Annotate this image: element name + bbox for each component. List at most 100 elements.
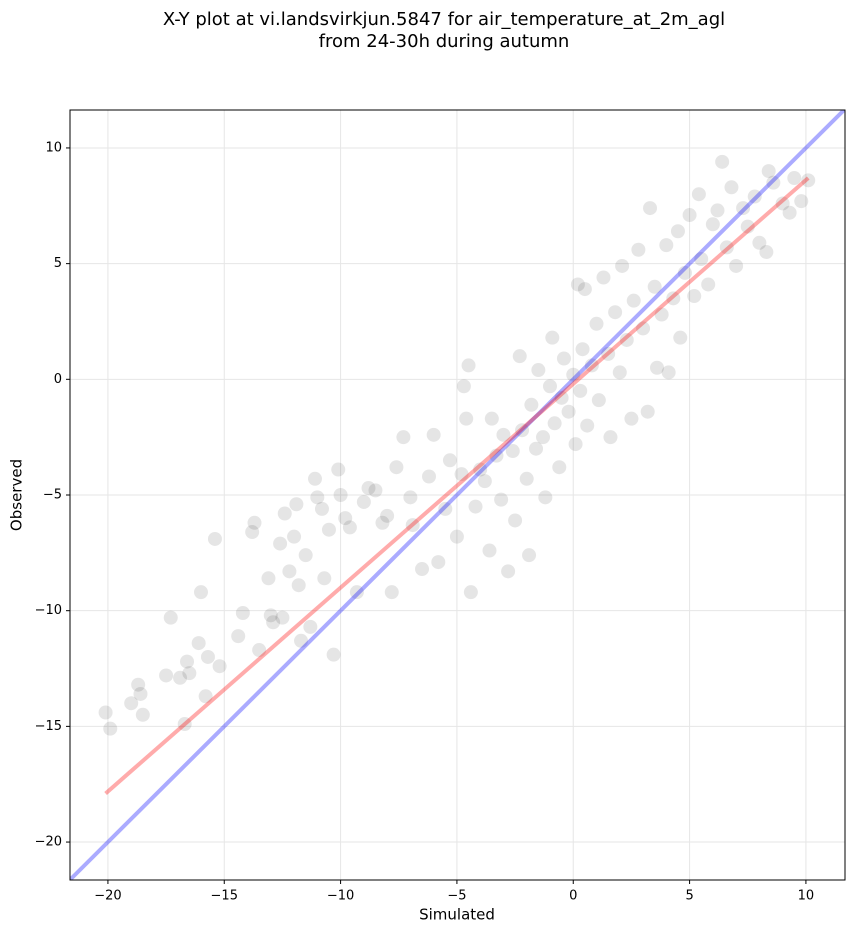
- scatter-point: [331, 462, 346, 477]
- scatter-point: [356, 494, 371, 509]
- scatter-point: [261, 571, 276, 586]
- scatter-point: [389, 460, 404, 475]
- scatter-point: [454, 467, 469, 482]
- scatter-point: [766, 175, 781, 190]
- scatter-point: [659, 238, 674, 253]
- scatter-point: [426, 427, 441, 442]
- scatter-point: [321, 522, 336, 537]
- scatter-point: [231, 629, 246, 644]
- scatter-point: [512, 349, 527, 364]
- scatter-point: [596, 270, 611, 285]
- scatter-point: [626, 293, 641, 308]
- scatter-point: [333, 488, 348, 502]
- scatter-point: [349, 585, 364, 600]
- x-tick-label: −15: [211, 889, 238, 904]
- scatter-point: [405, 518, 420, 533]
- scatter-point: [294, 633, 309, 648]
- chart-subtitle: from 24-30h during autumn: [319, 31, 570, 52]
- scatter-point: [524, 397, 539, 412]
- scatter-point: [182, 666, 197, 681]
- scatter-point: [682, 208, 697, 223]
- scatter-point: [584, 358, 599, 373]
- scatter-point: [396, 430, 411, 445]
- scatter-point: [575, 342, 590, 357]
- scatter-point: [715, 154, 730, 169]
- x-tick-label: 5: [685, 889, 693, 904]
- scatter-point: [484, 411, 499, 426]
- scatter-point: [701, 277, 716, 292]
- scatter-point: [580, 418, 595, 433]
- scatter-point: [603, 430, 618, 445]
- scatter-point: [752, 235, 767, 250]
- scatter-point: [505, 444, 520, 459]
- scatter-point: [266, 615, 281, 630]
- x-axis-label: Simulated: [419, 906, 495, 924]
- scatter-point: [589, 316, 604, 331]
- scatter-point: [442, 453, 457, 468]
- scatter-point: [289, 497, 304, 512]
- scatter-point: [568, 437, 583, 452]
- scatter-point: [724, 180, 739, 195]
- scatter-point: [536, 430, 551, 445]
- scatter-point: [449, 529, 464, 544]
- scatter-point: [794, 194, 809, 209]
- scatter-point: [719, 240, 734, 255]
- plot-area: [70, 110, 845, 880]
- scatter-point: [650, 360, 665, 375]
- scatter-point: [247, 515, 262, 530]
- scatter-point: [291, 578, 306, 593]
- scatter-point: [361, 481, 376, 496]
- scatter-point: [273, 536, 288, 551]
- scatter-point: [303, 619, 318, 634]
- scatter-point: [298, 548, 313, 563]
- scatter-point: [133, 686, 148, 701]
- scatter-point: [608, 305, 623, 320]
- scatter-point: [694, 252, 709, 267]
- scatter-point: [380, 508, 395, 523]
- scatter-point: [287, 529, 302, 544]
- scatter-point: [198, 689, 213, 704]
- scatter-point: [375, 515, 390, 530]
- scatter-point: [591, 393, 606, 408]
- scatter-point: [508, 513, 523, 528]
- scatter-point: [191, 636, 206, 651]
- scatter-point: [403, 490, 418, 505]
- y-tick-label: −15: [35, 719, 62, 734]
- scatter-point: [640, 404, 655, 419]
- scatter-point: [547, 416, 562, 431]
- scatter-point: [643, 201, 658, 216]
- scatter-point: [235, 605, 250, 620]
- scatter-point: [522, 548, 537, 563]
- y-axis-label: Observed: [8, 459, 26, 531]
- x-tick-label: −10: [327, 889, 354, 904]
- fit-line: [70, 110, 845, 880]
- scatter-point: [570, 277, 585, 292]
- scatter-point: [736, 201, 751, 216]
- y-tick-label: −10: [35, 603, 62, 618]
- scatter-point: [463, 585, 478, 600]
- scatter-point: [615, 258, 630, 273]
- scatter-point: [515, 423, 530, 438]
- scatter-point: [252, 643, 267, 658]
- x-tick-label: 10: [798, 889, 815, 904]
- scatter-point: [103, 721, 118, 736]
- scatter-point: [566, 367, 581, 382]
- fit-line: [104, 176, 810, 795]
- scatter-point: [654, 307, 669, 322]
- scatter-point: [759, 245, 774, 260]
- y-tick-label: 10: [45, 140, 62, 155]
- scatter-point: [482, 543, 497, 558]
- scatter-point: [647, 279, 662, 294]
- scatter-point: [317, 571, 332, 586]
- scatter-point: [177, 717, 192, 732]
- scatter-point: [529, 441, 544, 456]
- scatter-point: [710, 203, 725, 218]
- scatter-point: [573, 383, 588, 398]
- scatter-point: [477, 474, 492, 489]
- scatter-point: [691, 187, 706, 202]
- scatter-point: [212, 659, 227, 674]
- scatter-point: [687, 289, 702, 304]
- scatter-point: [459, 411, 474, 426]
- x-tick-label: 0: [569, 889, 577, 904]
- scatter-point: [489, 448, 504, 463]
